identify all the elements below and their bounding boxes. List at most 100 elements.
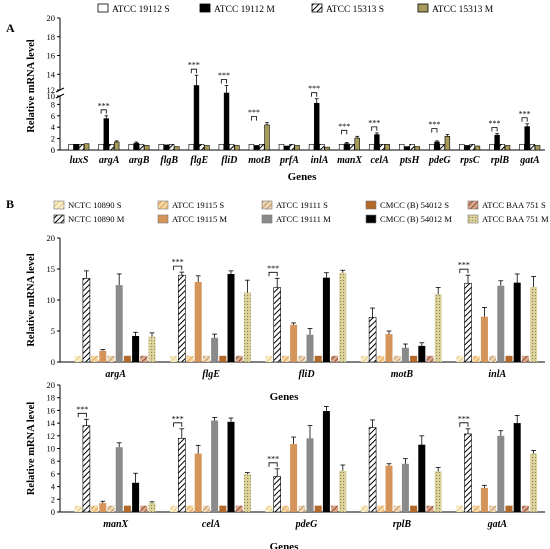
bar [489,355,497,362]
bar [521,505,529,512]
bar [158,144,164,151]
bar [434,471,442,512]
bar [418,345,426,362]
bar [91,505,99,512]
bar [198,144,205,151]
legend-swatch [467,214,479,224]
bar [123,505,131,512]
bar [148,336,156,362]
bar [273,287,282,363]
legend-label: ATCC 15313 S [326,5,384,15]
bar [298,505,306,512]
bar [144,145,150,151]
x-tick-label: pdeG [428,155,451,166]
bar [108,144,115,151]
bar [235,505,243,512]
bar [98,144,104,151]
x-tick-label: gatA [519,155,540,166]
y-tick-label: 15 [47,264,56,274]
bar [133,142,140,151]
bar [265,505,273,512]
bar [354,137,360,151]
legend-swatch [157,214,169,224]
bar [529,144,536,151]
bar [393,355,401,362]
x-tick-label: fliD [298,369,314,380]
bar [115,285,123,362]
y-tick-label: 18 [47,393,56,403]
bar [170,355,178,362]
bar [377,355,385,362]
y-tick-label: 18 [47,32,56,42]
significance-label: *** [428,120,440,129]
bar [91,355,99,362]
significance-label: *** [218,71,230,80]
bar [534,145,541,151]
bar [480,316,488,362]
x-tick-label: motB [248,155,271,166]
significance-label: *** [172,414,184,423]
significance-label: *** [338,122,350,131]
significance-bracket [459,422,469,427]
significance-label: *** [519,109,531,118]
bar [489,505,497,512]
bar [283,145,290,151]
y-tick-label: 0 [51,507,55,517]
significance-bracket [77,412,87,418]
x-tick-label: motB [391,369,414,380]
bar [223,92,230,151]
bar [298,355,306,362]
bar [103,118,109,151]
y-tick-label: 16 [47,405,56,415]
bar [331,355,339,362]
legend-swatch [365,214,377,224]
bar [418,444,426,512]
x-tick-label: flgE [202,369,220,380]
x-axis-title: Genes [270,391,299,403]
x-tick-label: argB [129,155,150,166]
significance-bracket [190,68,197,74]
bar [339,470,347,512]
bar [513,282,521,362]
bar [234,145,240,151]
bar [248,144,255,151]
significance-bracket [311,92,318,97]
bar [168,144,175,151]
bar [219,505,227,512]
significance-bracket [173,265,183,271]
bar [138,144,145,151]
bar [338,144,345,151]
bar [519,144,525,151]
x-tick-label: celA [370,155,389,166]
x-tick-label: manX [103,519,128,530]
bar [306,334,314,362]
y-tick-label: 14 [47,69,56,79]
y-tick-label: 20 [47,380,56,390]
significance-bracket [431,128,438,133]
legend-swatch [53,214,65,224]
bar [331,505,339,512]
significance-bracket [459,268,469,274]
x-tick-label: flgB [160,155,178,166]
bar [193,85,200,151]
bar [368,427,377,513]
x-tick-label: ptsH [399,155,421,166]
bar [410,505,418,512]
bar [385,334,393,362]
significance-label: *** [489,119,501,128]
bar [480,487,488,512]
bar [140,505,148,512]
y-tick-label: 5 [51,326,55,336]
legend-label: CMCC (B) 54012 M [380,214,452,224]
bar [194,453,202,512]
bar [472,505,480,512]
x-tick-label: manX [337,155,362,166]
x-axis-title: Genes [270,541,299,549]
legend-swatch [261,214,273,224]
significance-label: *** [308,84,320,93]
y-tick-label: 8 [51,99,55,109]
significance-label: *** [267,264,279,273]
bar [409,144,415,151]
bar [140,355,148,362]
